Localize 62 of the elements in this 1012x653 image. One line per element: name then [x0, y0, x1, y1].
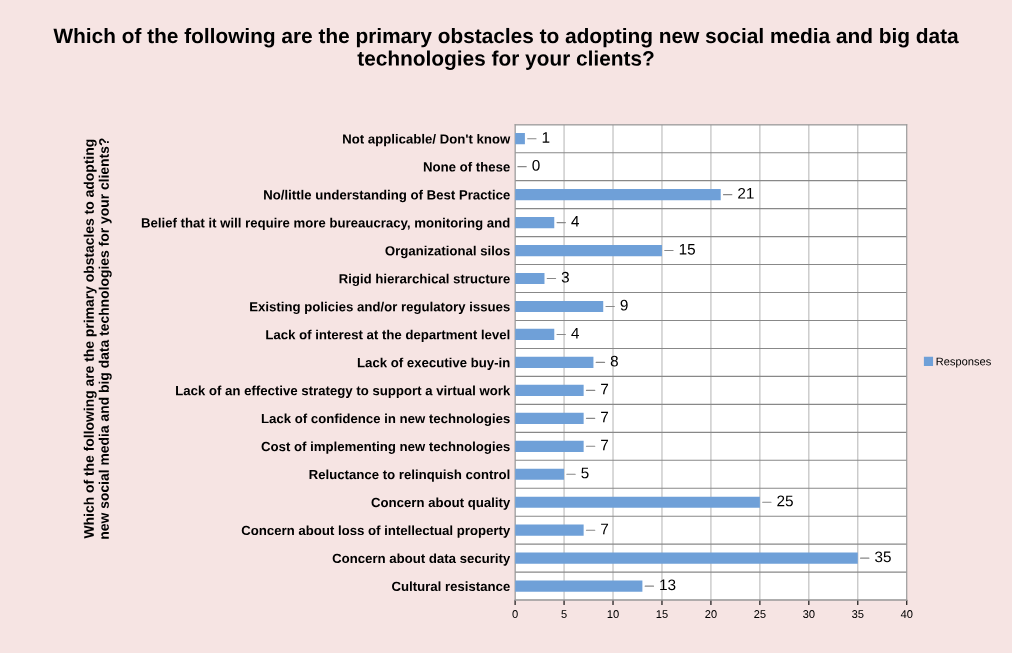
y-tick-label: Organizational silos: [385, 245, 510, 259]
bar: [515, 440, 584, 452]
bar: [515, 217, 555, 229]
y-tick-label: Reluctance to relinquish control: [309, 469, 510, 482]
y-tick-label: None of these: [423, 161, 510, 172]
data-label: 35: [875, 551, 891, 563]
data-label: 7: [601, 523, 609, 535]
x-tick-label: 40: [900, 610, 913, 618]
data-label: 7: [601, 411, 609, 423]
bar: [515, 524, 584, 536]
x-tick-label: 20: [705, 610, 717, 618]
data-label: 3: [561, 271, 569, 283]
legend-label: Responses: [936, 357, 991, 368]
x-tick-label: 25: [754, 610, 766, 618]
bar: [515, 300, 604, 313]
bar: [515, 552, 858, 564]
x-tick-label: 10: [607, 610, 619, 618]
x-tick-label: 5: [561, 610, 567, 618]
y-tick-label: Lack of an effective strategy to support a virtual work: [176, 385, 511, 398]
bar: [515, 189, 721, 201]
data-label: 7: [601, 439, 609, 451]
data-label: 13: [660, 579, 676, 591]
data-label: 4: [571, 327, 579, 339]
data-label: 0: [532, 159, 540, 171]
data-label: 4: [571, 216, 579, 227]
y-tick-label: Rigid hierarchical structure: [339, 273, 510, 287]
y-tick-label: Cost of implementing new technologies: [261, 441, 510, 454]
y-axis-title: Which of the following are the primary obstacles to adopting new social media and big data technologies for your clients?: [83, 138, 112, 539]
y-tick-label: Cultural resistance: [392, 581, 510, 592]
y-tick-label: No/little understanding of Best Practice: [264, 189, 510, 203]
bar: [515, 580, 643, 592]
y-tick-label: Lack of interest at the department level: [266, 329, 510, 342]
x-tick-label: 15: [656, 610, 668, 618]
data-label: 7: [601, 383, 609, 395]
x-tick-label: 30: [803, 610, 815, 618]
bar: [515, 244, 662, 257]
y-tick-label: Lack of confidence in new technologies: [261, 413, 510, 426]
bar: [515, 272, 545, 285]
data-label: 25: [777, 495, 793, 507]
y-tick-label: Not applicable/ Don't know: [343, 133, 511, 147]
y-tick-label: Concern about loss of intellectual property: [241, 525, 511, 538]
x-tick-label: 0: [512, 610, 518, 618]
y-tick-label: Lack of executive buy-in: [357, 357, 510, 370]
bar: [515, 384, 584, 396]
bar: [515, 468, 565, 480]
data-label: 1: [542, 132, 550, 143]
bar: [515, 328, 555, 341]
data-label: 15: [679, 244, 695, 255]
y-tick-label: Existing policies and/or regulatory issues: [250, 301, 510, 315]
bar: [515, 412, 584, 424]
bar: [515, 356, 594, 369]
data-label: 8: [610, 355, 618, 367]
data-label: 5: [581, 467, 589, 479]
bar: [515, 133, 525, 145]
data-label: 9: [620, 299, 628, 311]
x-tick-label: 35: [852, 610, 864, 618]
y-tick-label: Belief that it will require more bureaucracy, monitoring and: [141, 217, 510, 231]
chart-title: Which of the following are the primary obstacles to adopting new social media and big data technologies for your clients?: [53, 27, 959, 70]
y-tick-label: Concern about quality: [371, 497, 511, 510]
y-tick-label: Concern about data security: [332, 553, 511, 566]
bar: [515, 496, 760, 508]
data-label: 21: [738, 187, 754, 199]
